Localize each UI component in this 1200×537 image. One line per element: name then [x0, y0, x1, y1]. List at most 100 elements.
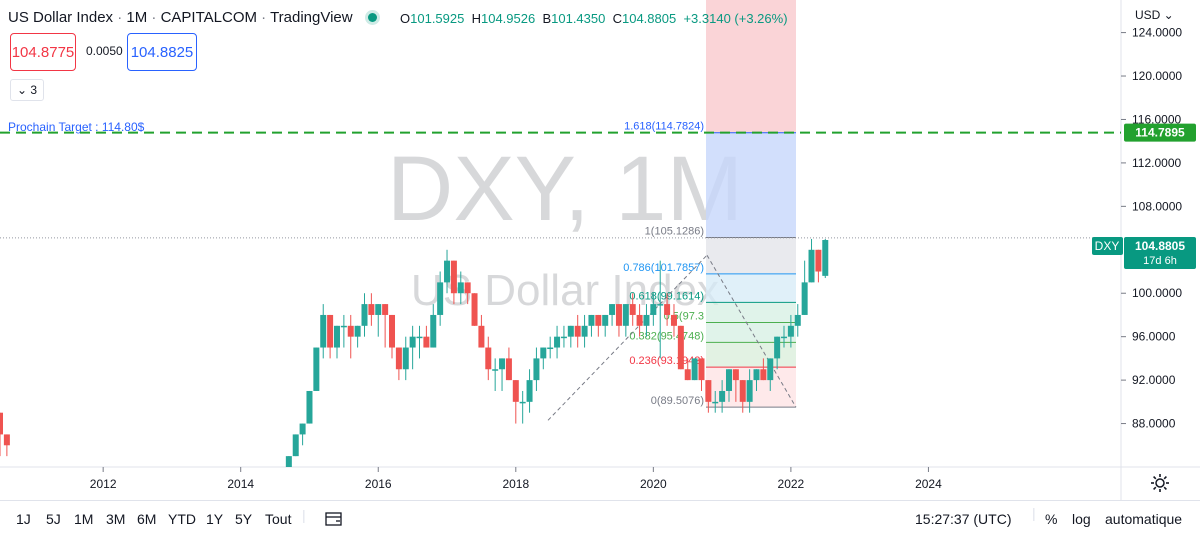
candle-body: [739, 380, 746, 402]
open-value: 101.5925: [410, 11, 465, 26]
fib-level-label: 0.236(93.1942): [629, 355, 704, 367]
bottom-toolbar: 1J 5J 1M 3M 6M YTD 1Y 5Y Tout | 15:27:37…: [0, 500, 1200, 537]
y-tick-label: 116.0000: [1132, 112, 1181, 126]
candle-body: [801, 282, 808, 315]
buy-button[interactable]: 104.8825: [127, 33, 197, 71]
candle-body: [464, 282, 471, 294]
candle-body: [533, 358, 540, 381]
candle-body: [478, 325, 485, 348]
y-tick-label: 100.0000: [1132, 286, 1182, 300]
candle-body: [361, 304, 368, 326]
settings-gear-icon[interactable]: [1150, 473, 1170, 493]
toolbar-divider: |: [302, 507, 306, 523]
range-3m[interactable]: 3M: [106, 511, 126, 527]
candle-body: [540, 347, 547, 359]
price-chart[interactable]: DXY, 1M US Dollar Index 1.618(114.7824)1…: [0, 0, 1200, 500]
candle-body: [767, 358, 774, 381]
candle-body: [602, 314, 609, 326]
x-tick-label: 2014: [227, 477, 254, 491]
symbol-name[interactable]: US Dollar Index: [8, 9, 114, 26]
range-ytd[interactable]: YTD: [168, 511, 196, 527]
candle-body: [457, 282, 464, 294]
indicators-toggle[interactable]: ⌄ 3: [10, 79, 44, 101]
candle-body: [698, 358, 705, 381]
candle-body: [581, 325, 588, 337]
change-value: +3.3140 (+3.26%): [683, 11, 788, 26]
candle-body: [712, 401, 719, 404]
low-value: 101.4350: [551, 11, 606, 26]
candle-body: [444, 260, 451, 283]
close-value: 104.8805: [621, 11, 677, 26]
trend-line: [547, 254, 708, 421]
candle-body: [588, 314, 595, 326]
fib-zone: [706, 237, 796, 274]
candle-body: [732, 369, 739, 381]
candle-body: [547, 347, 554, 350]
trend-line: [706, 254, 797, 408]
candle-body: [746, 380, 753, 402]
candle-body: [609, 304, 616, 315]
candle-body: [492, 369, 499, 371]
candle-body: [389, 314, 396, 348]
close-label: C: [612, 11, 622, 26]
candle-body: [505, 358, 512, 381]
open-label: O: [400, 11, 411, 26]
y-tick-label: 92.0000: [1132, 373, 1176, 387]
toolbar-divider: |: [1032, 505, 1036, 521]
y-tick-label: 88.0000: [1132, 417, 1176, 431]
percent-toggle[interactable]: %: [1045, 511, 1058, 527]
candle-body: [519, 401, 526, 404]
fib-zone: [706, 273, 796, 303]
x-tick-label: 2022: [778, 477, 805, 491]
candle-body: [670, 314, 677, 326]
candle-body: [526, 380, 533, 402]
candle-body: [760, 369, 767, 381]
range-1j[interactable]: 1J: [16, 511, 31, 527]
candle-body: [684, 369, 691, 381]
last-price-badge: [1124, 237, 1196, 269]
sell-button[interactable]: 104.8775: [10, 33, 76, 71]
fib-zone-extension: [706, 132, 796, 238]
fibonacci-retracement[interactable]: 1.618(114.7824) 1(105.1286) 0.786(101.7857…: [0, 0, 1121, 421]
range-1y[interactable]: 1Y: [206, 511, 224, 527]
candle-body: [574, 325, 581, 337]
range-5j[interactable]: 5J: [46, 511, 61, 527]
auto-scale-toggle[interactable]: automatique: [1105, 511, 1183, 527]
range-5y[interactable]: 5Y: [235, 511, 253, 527]
candle-body: [375, 304, 382, 315]
candle-body: [657, 304, 664, 306]
ohlc-values: O101.5925 H104.9526 B101.4350 C104.8805 …: [400, 11, 788, 26]
target-price-label: 114.7895: [1135, 126, 1185, 140]
date-range-icon[interactable]: [324, 510, 344, 528]
high-label: H: [471, 11, 481, 26]
candle-body: [622, 304, 629, 326]
x-tick-label: 2020: [640, 477, 667, 491]
y-tick-label: 96.0000: [1132, 330, 1176, 344]
candle-body: [333, 325, 340, 348]
range-6m[interactable]: 6M: [137, 511, 157, 527]
range-1m[interactable]: 1M: [74, 511, 94, 527]
candle-body: [753, 369, 760, 381]
candle-body: [499, 358, 506, 370]
indicator-count: 3: [30, 83, 38, 97]
candle-body: [808, 249, 815, 283]
chart-header: US Dollar Index · 1M · CAPITALCOM · Trad…: [8, 9, 353, 26]
interval[interactable]: 1M: [126, 9, 148, 26]
candle-body: [313, 347, 320, 391]
x-tick-label: 2012: [90, 477, 117, 491]
candle-body: [787, 325, 794, 337]
axes: 124.0000 120.0000 116.0000 112.0000 108.0000…: [90, 26, 1183, 491]
range-all[interactable]: Tout: [265, 511, 292, 527]
candle-body: [368, 304, 375, 315]
clock-time[interactable]: 15:27:37 (UTC): [915, 511, 1012, 527]
last-price-label: 104.8805: [1135, 239, 1185, 253]
market-status-icon[interactable]: [368, 13, 377, 22]
candle-body: [615, 304, 622, 326]
log-toggle[interactable]: log: [1072, 511, 1091, 527]
currency-menu[interactable]: USD ⌄: [1135, 8, 1174, 22]
candle-body: [691, 358, 698, 381]
target-price-badge: [1124, 123, 1196, 142]
y-tick-label: 124.0000: [1132, 26, 1182, 40]
candle-body: [409, 336, 416, 348]
candle-body: [0, 412, 3, 435]
